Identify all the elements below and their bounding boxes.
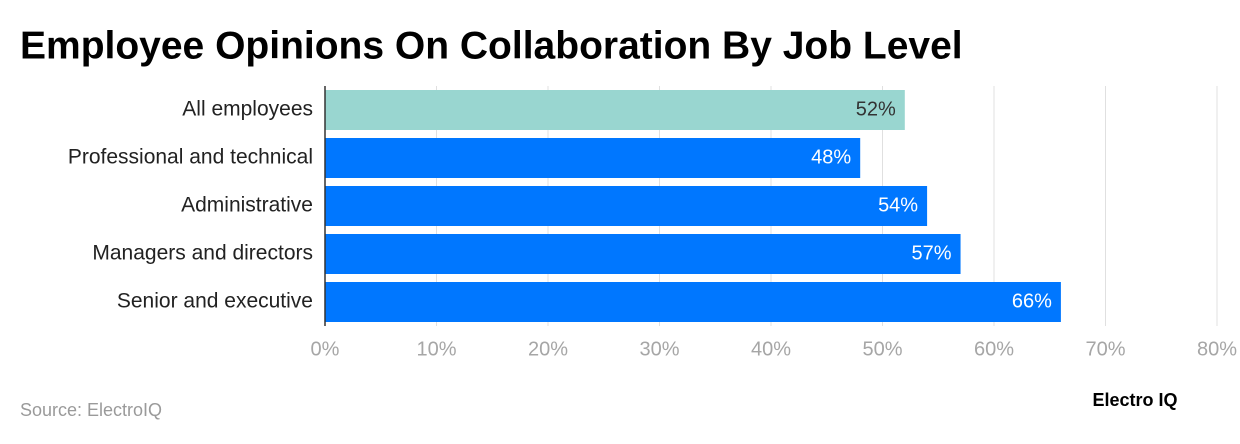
value-label: 48% xyxy=(811,146,851,168)
x-tick-label: 0% xyxy=(311,338,340,360)
y-tick-label: Managers and directors xyxy=(92,242,313,265)
x-tick-label: 10% xyxy=(416,338,456,360)
x-tick-label: 50% xyxy=(862,338,902,360)
x-tick-label: 30% xyxy=(639,338,679,360)
value-label: 57% xyxy=(912,242,952,264)
x-tick-label: 40% xyxy=(751,338,791,360)
value-label: 52% xyxy=(856,98,896,120)
y-tick-label: Administrative xyxy=(181,194,313,217)
source: Source: ElectroIQ xyxy=(20,400,162,420)
x-tick-label: 70% xyxy=(1085,338,1125,360)
y-tick-label: Professional and technical xyxy=(68,146,313,169)
y-tick-label: All employees xyxy=(182,98,313,121)
x-tick-label: 60% xyxy=(974,338,1014,360)
brand: Electro IQ xyxy=(1092,390,1177,410)
bar xyxy=(325,186,928,226)
bar xyxy=(325,282,1061,322)
x-tick-label: 20% xyxy=(528,338,568,360)
y-tick-label: Senior and executive xyxy=(117,290,313,313)
x-tick-label: 80% xyxy=(1197,338,1237,360)
value-label: 66% xyxy=(1012,290,1052,312)
value-label: 54% xyxy=(878,194,918,216)
bar xyxy=(325,138,861,178)
bar xyxy=(325,234,961,274)
bar xyxy=(325,90,905,130)
chart-title: Employee Opinions On Collaboration By Jo… xyxy=(20,24,963,67)
